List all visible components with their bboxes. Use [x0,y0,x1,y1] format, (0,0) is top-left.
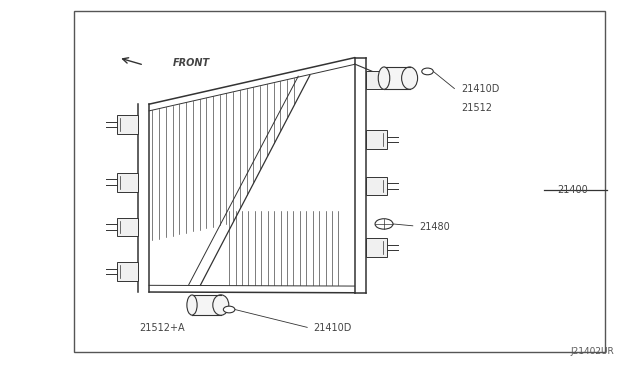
Ellipse shape [378,67,390,89]
Bar [117,115,138,134]
Bar [366,71,387,89]
Text: 21512: 21512 [461,103,492,113]
FancyBboxPatch shape [192,295,222,315]
Text: 21480: 21480 [419,222,450,232]
Text: 21512+A: 21512+A [140,323,185,333]
FancyBboxPatch shape [384,67,411,89]
Circle shape [422,68,433,75]
Bar [117,173,138,192]
Text: 21400: 21400 [557,185,588,195]
Bar [366,238,387,257]
Circle shape [375,219,393,229]
Ellipse shape [212,295,229,315]
Text: J21402UR: J21402UR [571,347,614,356]
Bar [74,11,605,352]
Circle shape [223,306,235,313]
Text: 21410D: 21410D [461,84,499,94]
Bar [366,130,387,149]
Ellipse shape [187,295,197,315]
Bar [117,262,138,281]
Ellipse shape [402,67,418,89]
Text: FRONT: FRONT [173,58,210,68]
Text: 21410D: 21410D [314,323,352,333]
Bar [366,177,387,195]
Bar [117,218,138,236]
